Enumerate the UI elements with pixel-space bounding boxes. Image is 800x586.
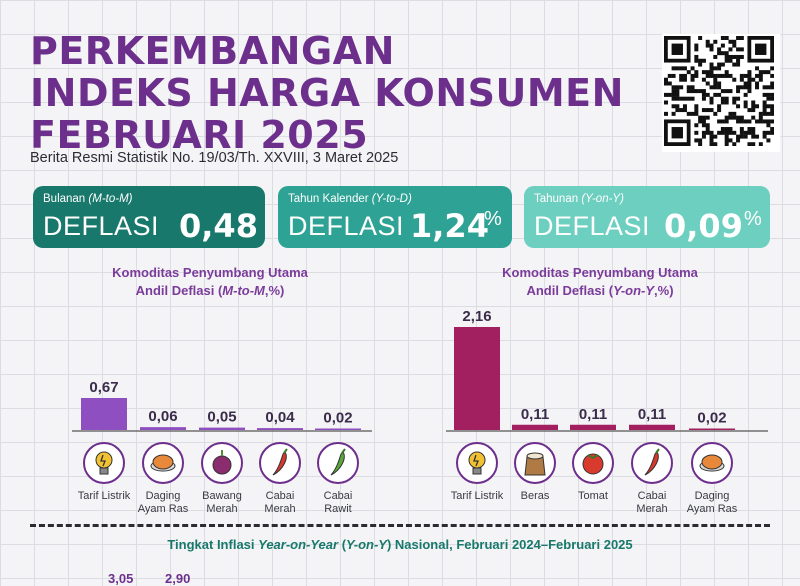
chart-yoy-title-line2: Andil Deflasi (Y-on-Y,%) (526, 283, 674, 298)
card-ytd-value: 1,24 (410, 207, 489, 245)
release-subtitle: Berita Resmi Statistik No. 19/03/Th. XXV… (30, 150, 399, 166)
card-ytd-word: DEFLASI (288, 211, 405, 241)
chart-bar (315, 428, 361, 430)
card-monthly-value: 0,48 (179, 207, 258, 245)
chart-mtm-title-line1: Komoditas Penyumbang Utama (112, 265, 308, 280)
lightbulb-icon (456, 442, 498, 484)
chart-mtm-title: Komoditas Penyumbang Utama Andil Deflasi… (60, 264, 360, 300)
peek-value-1: 3,05 (108, 571, 134, 586)
chart-data-label: 0,02 (323, 410, 352, 427)
chart-yoy-title-line1: Komoditas Penyumbang Utama (502, 265, 698, 280)
title-line-2: INDEKS HARGA KONSUMEN (30, 71, 624, 115)
chart-bar (629, 424, 675, 430)
commodity-label: Daging Ayam Ras (686, 490, 738, 515)
chart-data-label: 0,11 (638, 406, 666, 423)
chart-data-label: 0,67 (89, 379, 118, 396)
commodity-label: Tarif Listrik (77, 490, 131, 502)
chili-icon (631, 442, 673, 484)
chart-bar (257, 428, 303, 430)
card-yoy-value: 0,09 (664, 207, 743, 245)
inflation-section-title: Tingkat Inflasi Year-on-Year (Y-on-Y) Na… (167, 537, 633, 552)
roast-chicken-icon (691, 442, 733, 484)
card-yoy-label: Tahunan (Y-on-Y) (534, 193, 624, 205)
card-yoy-unit: % (744, 208, 762, 230)
chart-bar (570, 424, 616, 430)
tomato-icon (572, 442, 614, 484)
chart-data-label: 0,04 (265, 409, 295, 426)
commodity-label: Tarif Listrik (450, 490, 504, 502)
section-divider (30, 524, 770, 527)
chart-data-label: 0,11 (579, 406, 607, 423)
title-line-3: FEBRUARI 2025 (30, 113, 369, 157)
chart-data-label: 2,16 (462, 308, 491, 325)
chart-data-label: 0,11 (521, 406, 549, 423)
chart-bar (199, 427, 245, 430)
commodity-label: Beras (520, 490, 550, 502)
chili-icon (259, 442, 301, 484)
chart-bar (689, 428, 735, 430)
commodity-label: Tomat (578, 490, 608, 502)
chart-bar (140, 427, 186, 430)
rice-sack-icon (514, 442, 556, 484)
commodity-label: Cabai Merah (636, 490, 668, 515)
qr-code-pattern (664, 36, 774, 146)
qr-code[interactable] (662, 34, 780, 152)
onion-icon (201, 442, 243, 484)
chart-yoy-title: Komoditas Penyumbang Utama Andil Deflasi… (440, 264, 760, 300)
chart-bar (512, 424, 558, 430)
card-monthly: Bulanan (M-to-M) DEFLASI 0,48 % (33, 186, 265, 248)
card-yoy-word: DEFLASI (534, 211, 651, 241)
chart-data-label: 0,02 (697, 410, 726, 427)
chart-bar (81, 398, 127, 430)
card-ytd-unit: % (484, 208, 502, 230)
card-monthly-word: DEFLASI (43, 211, 160, 241)
card-monthly-label: Bulanan (M-to-M) (43, 193, 133, 205)
card-yoy: Tahunan (Y-on-Y) DEFLASI 0,09 % (524, 186, 770, 248)
chart-data-label: 0,05 (207, 409, 236, 426)
green-chili-icon (317, 442, 359, 484)
card-ytd-label: Tahun Kalender (Y-to-D) (288, 193, 412, 205)
commodity-label: Bawang Merah (202, 490, 242, 515)
chart-data-label: 0,06 (148, 408, 177, 425)
chart-mtm-title-line2: Andil Deflasi (M-to-M,%) (135, 283, 285, 298)
chart-bar (454, 327, 500, 430)
roast-chicken-icon (142, 442, 184, 484)
title-line-1: PERKEMBANGAN (30, 29, 395, 73)
card-ytd: Tahun Kalender (Y-to-D) DEFLASI 1,24 % (278, 186, 512, 248)
page-title: PERKEMBANGAN INDEKS HARGA KONSUMEN FEBRU… (30, 30, 624, 156)
lightbulb-icon (83, 442, 125, 484)
commodity-label: Cabai Rawit (323, 490, 353, 515)
commodity-label: Cabai Merah (264, 490, 296, 515)
peek-value-2: 2,90 (165, 571, 191, 586)
commodity-label: Daging Ayam Ras (137, 490, 189, 515)
